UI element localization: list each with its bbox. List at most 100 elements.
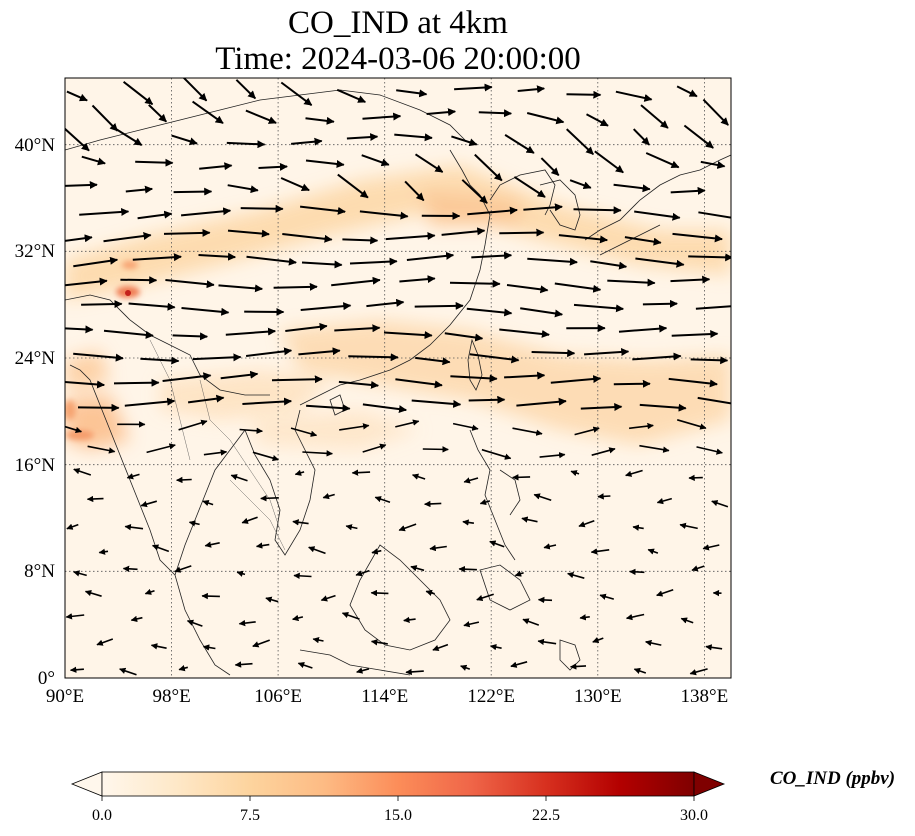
wind-vector-arrow bbox=[65, 425, 83, 434]
lat-tick-label: 24°N bbox=[15, 348, 56, 369]
wind-vector-arrow bbox=[346, 133, 379, 142]
wind-vector-arrow bbox=[178, 665, 189, 672]
wind-vector-arrow bbox=[489, 540, 505, 548]
wind-vector-arrow bbox=[227, 184, 259, 194]
wind-vector-arrow bbox=[676, 85, 698, 98]
wind-vector-arrow bbox=[240, 204, 284, 213]
wind-vector-arrow bbox=[65, 234, 93, 243]
wind-vector-arrow bbox=[306, 404, 351, 413]
lon-tick-label: 98°E bbox=[152, 686, 190, 707]
wind-vector-arrow bbox=[578, 519, 595, 528]
wind-vector-arrow bbox=[613, 183, 651, 193]
wind-vector-arrow bbox=[629, 568, 645, 576]
wind-vector-arrow bbox=[504, 371, 546, 380]
wind-vector-arrow bbox=[573, 206, 622, 215]
wind-vector-arrow bbox=[280, 177, 310, 192]
wind-vector-arrow bbox=[613, 379, 651, 388]
wind-vector-arrow bbox=[65, 380, 105, 389]
colorbar-tick-label: 15.0 bbox=[384, 807, 412, 824]
wind-vector-arrow bbox=[171, 134, 198, 146]
lat-tick-label: 40°N bbox=[15, 135, 56, 156]
wind-vector-arrow bbox=[632, 524, 644, 531]
wind-vector-arrow bbox=[374, 496, 391, 503]
map-title: CO_IND at 4km bbox=[288, 5, 508, 41]
colorbar-tick-label: 7.5 bbox=[240, 807, 260, 824]
coastlines bbox=[65, 89, 731, 676]
wind-vector-arrow bbox=[406, 251, 455, 261]
wind-vector-arrow bbox=[558, 234, 608, 244]
wind-vector-arrow bbox=[202, 500, 214, 507]
wind-vector-arrow bbox=[242, 397, 292, 406]
wind-vector-arrow bbox=[656, 589, 674, 597]
wind-vector-arrow bbox=[84, 589, 102, 597]
wind-vector-arrow bbox=[395, 378, 443, 389]
wind-vector-arrow bbox=[481, 448, 512, 460]
wind-vector-arrow bbox=[411, 473, 426, 480]
wind-vector-arrow bbox=[122, 565, 138, 573]
wind-vector-arrow bbox=[265, 596, 279, 603]
wind-vector-arrow bbox=[574, 426, 600, 436]
wind-vector-arrow bbox=[705, 644, 723, 651]
wind-vector-arrow bbox=[151, 544, 170, 553]
wind-vector-arrow bbox=[645, 152, 680, 169]
wind-vector-arrow bbox=[426, 108, 456, 117]
wind-vector-arrow bbox=[65, 613, 85, 620]
wind-vector-arrow bbox=[349, 257, 398, 266]
colorbar-tick-label: 22.5 bbox=[532, 807, 560, 824]
wind-vector-arrow bbox=[615, 90, 653, 102]
wind-vector-arrow bbox=[366, 298, 405, 308]
wind-vector-arrow bbox=[594, 150, 624, 174]
wind-vector-arrow bbox=[280, 81, 313, 107]
wind-vector-arrow bbox=[592, 636, 604, 643]
wind-vector-arrow bbox=[137, 210, 173, 220]
wind-vector-arrow bbox=[285, 322, 328, 332]
wind-vector-arrow bbox=[359, 210, 409, 220]
wind-vector-arrow bbox=[520, 307, 563, 318]
wind-vector-arrow bbox=[181, 207, 232, 217]
wind-vector-arrow bbox=[124, 397, 176, 407]
wind-vector-arrow bbox=[672, 232, 723, 243]
wind-vector-arrow bbox=[241, 516, 258, 524]
wind-vector-arrow bbox=[414, 301, 464, 310]
wind-vector-arrow bbox=[689, 668, 708, 676]
wind-vector-arrow bbox=[320, 594, 336, 602]
wind-vector-arrow bbox=[479, 498, 491, 506]
wind-vector-arrow bbox=[452, 422, 479, 431]
wind-vector-arrow bbox=[271, 375, 323, 384]
lat-tick-label: 32°N bbox=[15, 241, 56, 262]
wind-vector-arrow bbox=[165, 279, 215, 289]
wind-vector-arrow bbox=[334, 324, 381, 333]
wind-vector-arrow bbox=[531, 349, 576, 358]
wind-vector-arrow bbox=[696, 446, 723, 455]
wind-vector-arrow bbox=[172, 332, 208, 341]
wind-vector-arrow bbox=[103, 232, 152, 243]
wind-vector-arrow bbox=[460, 664, 471, 671]
wind-vector-arrow bbox=[245, 109, 277, 124]
lon-tick-label: 106°E bbox=[254, 686, 302, 707]
wind-vector-arrow bbox=[405, 668, 424, 676]
wind-vector-arrow bbox=[584, 347, 630, 356]
wind-vector-arrow bbox=[98, 548, 109, 555]
wind-vector-arrow bbox=[415, 356, 451, 366]
wind-vector-arrow bbox=[474, 153, 503, 182]
wind-vector-arrow bbox=[688, 253, 731, 262]
lon-tick-label: 114°E bbox=[361, 686, 408, 707]
wind-vector-arrow bbox=[680, 617, 694, 624]
wind-vector-arrow bbox=[591, 447, 616, 456]
wind-vector-arrow bbox=[362, 112, 402, 121]
wind-vector-arrow bbox=[543, 543, 557, 550]
wind-vector-arrow bbox=[336, 88, 367, 103]
wind-vector-arrow bbox=[668, 377, 718, 388]
wind-vector-arrow bbox=[146, 443, 176, 454]
wind-vector-arrow bbox=[150, 643, 167, 650]
colorbar-extend-min bbox=[70, 771, 103, 797]
wind-vector-arrow bbox=[163, 228, 211, 237]
wind-vector-arrow bbox=[516, 397, 567, 407]
wind-vector-arrow bbox=[404, 180, 425, 202]
wind-vector-arrow bbox=[454, 83, 493, 92]
wind-vector-arrow bbox=[322, 493, 335, 500]
wind-vector-arrow bbox=[513, 176, 546, 198]
wind-vector-arrow bbox=[290, 427, 318, 437]
wind-vector-arrow bbox=[294, 469, 305, 476]
wind-vector-arrow bbox=[463, 621, 480, 628]
